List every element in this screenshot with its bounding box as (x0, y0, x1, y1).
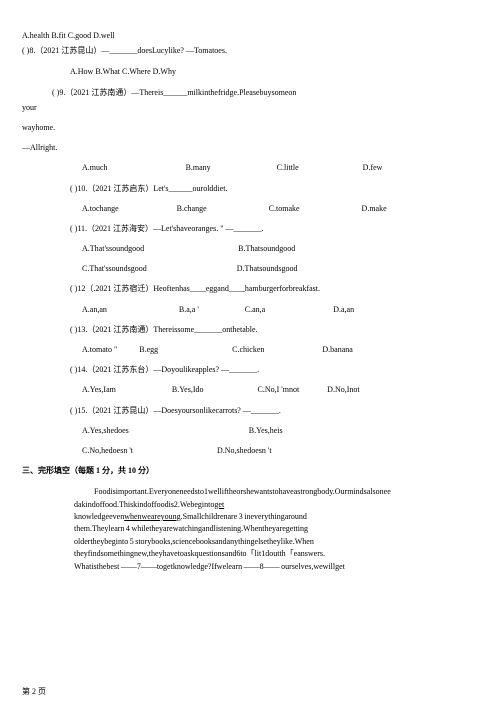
q15-stem: ( )15.（2021 江苏昆山）—Doesyoursonlikecarrots… (22, 405, 478, 416)
q15-opt-a: A.Yes,shedoes (82, 426, 129, 435)
q12-opt-b: B.a,a ' (179, 305, 199, 314)
q10-opt-a: A.tochange (82, 204, 119, 213)
q12-opt-a: A.an,an (82, 305, 107, 314)
q15-opt-c: C.No,hedoesn 't (82, 446, 133, 455)
q15-options-ab: A.Yes,shedoes B.Yes,heis (22, 425, 478, 436)
q9-opt-c: C.little (277, 163, 299, 172)
q11-opt-d: D.Thatsoundsgood (237, 264, 298, 273)
q13-opt-a: A.tomato " (82, 345, 117, 354)
passage-l4: them.Theylearn 4 whiletheyarewatchingand… (74, 524, 308, 533)
q10-opt-c: C.tomake (269, 204, 300, 213)
passage-l7: Whatisthebest ——7——togetknowledge?Ifwele… (74, 562, 345, 571)
q10-opt-d: D.make (362, 204, 387, 213)
q8-options: A.How B.What C.Where D.Why (22, 66, 478, 77)
q10-options: A.tochange B.change C.tomake D.make (22, 203, 478, 214)
q7-options: A.health B.fit C.good D.well (22, 30, 478, 41)
q9-line3: wayhome. (22, 122, 478, 133)
q14-stem: ( )14.（2021 江苏东台）—Doyoulikeapples? —____… (22, 364, 478, 375)
q12-opt-c: C.an,a (245, 305, 265, 314)
cloze-passage: Foodisimportant.Everyoneneedsto1wellifth… (22, 486, 478, 573)
passage-l3u: whenweareyoung (124, 512, 180, 521)
q13-opt-d: D.banana (322, 345, 352, 354)
q9-opt-a: A.much (82, 163, 108, 172)
q11-opt-c: C.That'ssoundsgood (82, 264, 147, 273)
page-number: 第 2 页 (22, 686, 46, 697)
q13-stem: ( )13.（2021 江苏南通）Thereissome_______onthe… (22, 324, 478, 335)
q11-opt-a: A.That'ssoundgood (82, 244, 144, 253)
section-3-title: 三、完形填空（每题 1 分，共 10 分） (22, 465, 478, 476)
q11-options-ab: A.That'ssoundgood B.Thatsoundgood (22, 243, 478, 254)
q9-options: A.much B.many C.little D.few (22, 162, 478, 173)
q10-opt-b: B.change (177, 204, 207, 213)
q12-options: A.an,an B.a,a ' C.an,a D.a,an (22, 304, 478, 315)
q9-line4: —Allright. (22, 142, 478, 153)
q9-line1: ( )9.（2021 江苏南通）—Thereis______milkinthef… (22, 87, 478, 98)
q13-options: A.tomato " B.egg C.chicken D.banana (22, 344, 478, 355)
q11-stem: ( )11.（2021 江苏海安）—Let'shaveoranges. " —_… (22, 223, 478, 234)
q9-opt-d: D.few (363, 163, 383, 172)
q14-opt-b: B.Yes,Ido (172, 385, 204, 394)
q13-opt-b: B.egg (139, 345, 158, 354)
passage-l3b: .Smallchildrenare 3 ineverythingaround (181, 512, 307, 521)
passage-l5: oldertheybeginto 5 storybooks,scienceboo… (74, 537, 314, 546)
q12-stem: ( )12（.2021 江苏宿迁）Heoftenhas____eggand___… (22, 283, 478, 294)
q15-options-cd: C.No,hedoesn 't D.No,shedoesn 't (22, 445, 478, 456)
q8-stem: ( )8.（2021 江苏昆山）—_______doesLucylike? —T… (22, 45, 478, 56)
passage-l6: theyfindsomethingnew,theyhavetoaskquesti… (74, 549, 325, 558)
q10-stem: ( )10.（2021 江苏启东）Let's______ourolddiet. (22, 183, 478, 194)
q14-opt-a: A.Yes,Iam (82, 385, 116, 394)
q15-opt-b: B.Yes,heis (249, 426, 283, 435)
q13-opt-c: C.chicken (232, 345, 264, 354)
q9-line2: your (22, 102, 478, 113)
passage-l2b: get (214, 500, 224, 509)
q14-options: A.Yes,Iam B.Yes,Ido C.No,I 'mnot D.No,In… (22, 384, 478, 395)
passage-l1: Foodisimportant.Everyoneneedsto1wellifth… (94, 487, 391, 496)
q12-opt-d: D.a,an (333, 305, 354, 314)
passage-l3a: knowledgeeven (74, 512, 124, 521)
q11-options-cd: C.That'ssoundsgood D.Thatsoundsgood (22, 263, 478, 274)
q14-opt-c: C.No,I 'mnot (258, 385, 300, 394)
passage-l2: dakindoffood.Thiskindoffoodis2.Webeginto (74, 500, 214, 509)
q14-opt-d: D.No,Inot (327, 385, 359, 394)
q15-opt-d: D.No,shedoesn 't (217, 446, 272, 455)
q11-opt-b: B.Thatsoundgood (238, 244, 295, 253)
q9-opt-b: B.many (186, 163, 211, 172)
